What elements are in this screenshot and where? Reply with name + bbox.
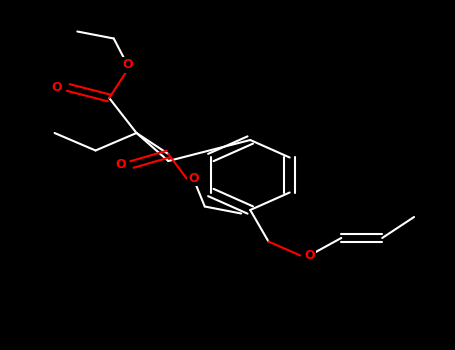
Text: O: O (51, 81, 62, 94)
Text: O: O (188, 172, 199, 185)
Text: O: O (304, 249, 315, 262)
Text: O: O (122, 58, 133, 71)
Text: O: O (115, 158, 126, 171)
